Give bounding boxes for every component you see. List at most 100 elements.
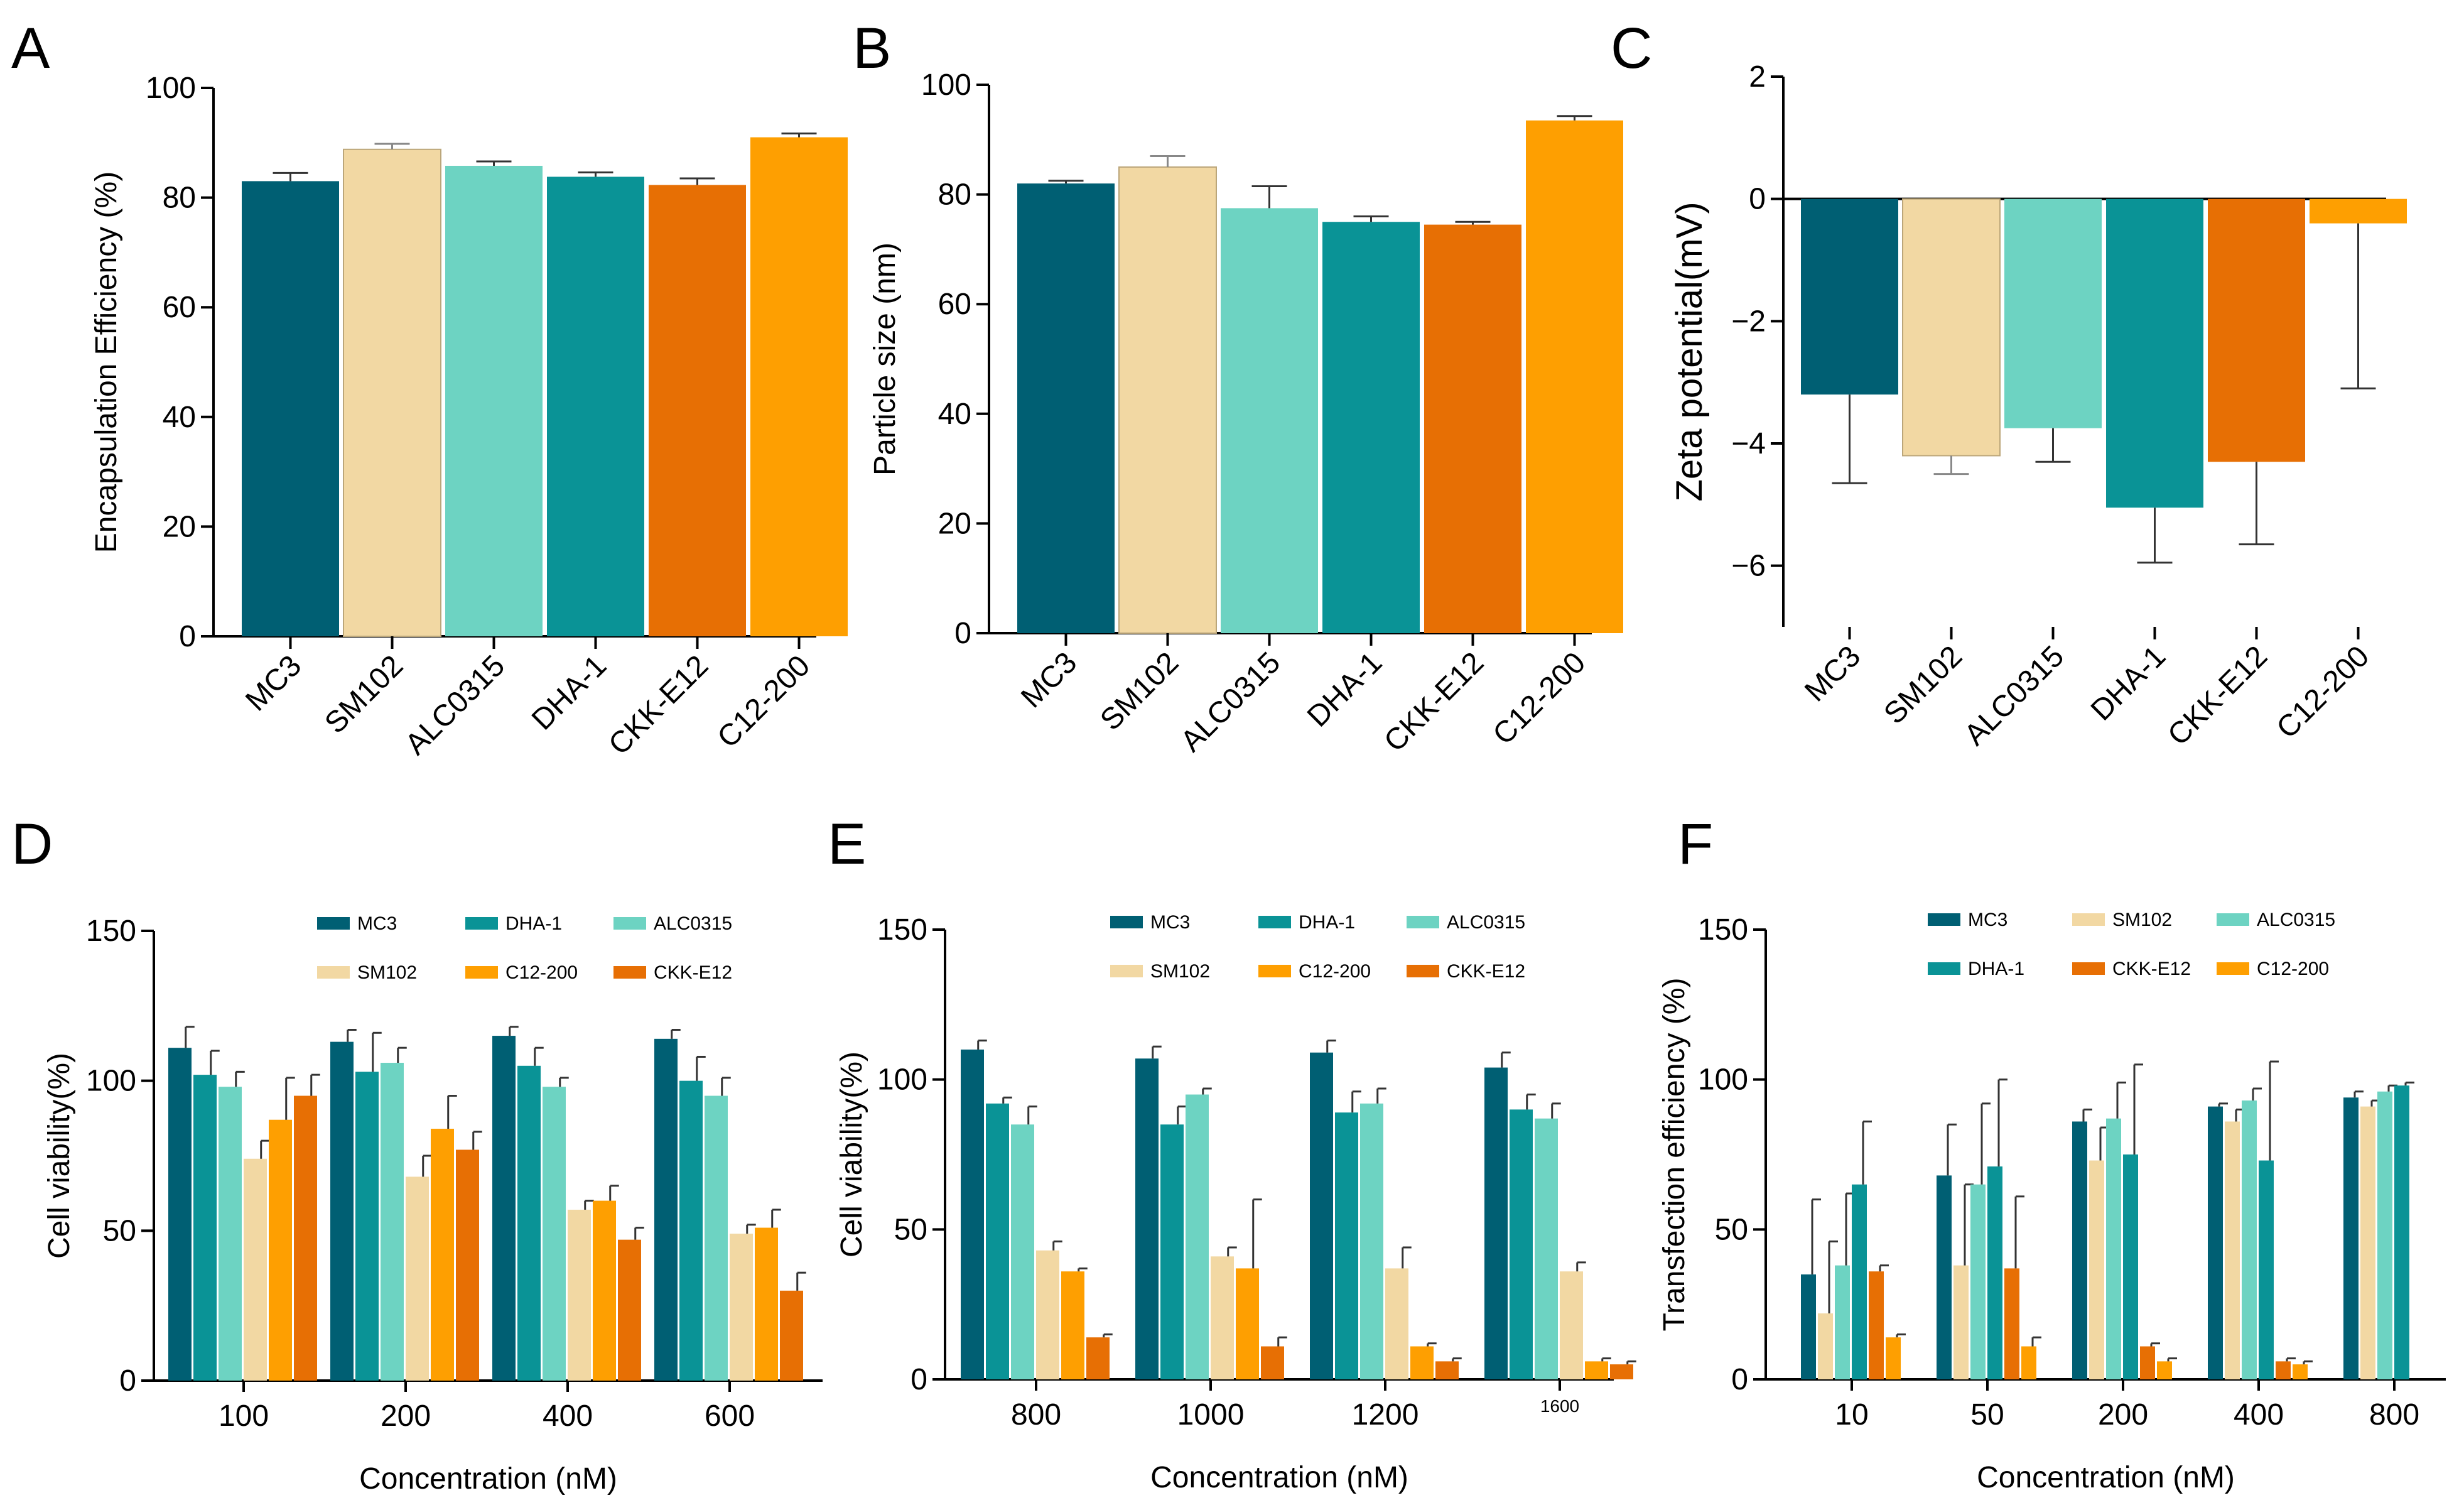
bar-sm102 — [2089, 1160, 2104, 1379]
chart-c-zeta-potential: −6 −4 −2 0 2 Zeta potential(mV) MC3 SM102ALC031… — [1669, 60, 2407, 752]
bar-dha-1 — [986, 1103, 1009, 1379]
legend-swatch-ckk-e12 — [2072, 962, 2105, 975]
y-tick-label: 0 — [119, 1364, 136, 1398]
bar-alc0315 — [381, 1063, 404, 1381]
x-category-label: C12-200 — [1487, 646, 1592, 751]
bar-alc0315 — [1360, 1103, 1383, 1379]
chart-b-particle-size: 0 20 40 60 80 100 Particle size (nm) MC3 SM102AL… — [868, 68, 1623, 758]
bar-ckk-e12 — [456, 1149, 479, 1381]
legend-label: ALC0315 — [654, 913, 732, 934]
bar-alc0315 — [1835, 1265, 1850, 1379]
bar-mc3 — [1801, 1274, 1816, 1379]
bar-c12-200 — [2021, 1346, 2036, 1379]
bar-dha-1 — [2259, 1160, 2274, 1379]
legend-label: CKK-E12 — [1447, 961, 1525, 982]
legend-label: MC3 — [1150, 912, 1190, 933]
bar-ckk-e12 — [1610, 1364, 1633, 1379]
panel-label-b: B — [853, 16, 891, 80]
y-tick-label: −2 — [1731, 305, 1766, 338]
y-tick-label: 50 — [103, 1214, 136, 1247]
bar-ckk-e12 — [2276, 1361, 2291, 1379]
legend-label: CKK-E12 — [2112, 959, 2191, 979]
bar-sm102 — [1211, 1256, 1234, 1379]
legend-label: CKK-E12 — [654, 962, 732, 983]
bar-mc3 — [168, 1048, 192, 1381]
legend-swatch-c12-200 — [465, 966, 498, 979]
panel-label-e: E — [828, 812, 866, 876]
bar-mc3 — [242, 181, 339, 636]
legend-swatch-sm102 — [1110, 965, 1143, 977]
legend-swatch-alc0315 — [1407, 916, 1439, 928]
panel-label-c: C — [1611, 16, 1652, 80]
legend-swatch-c12-200 — [1258, 965, 1291, 977]
legend-swatch-dha-1 — [1258, 916, 1291, 928]
x-category-label: CKK-E12 — [2161, 639, 2274, 752]
bar-sm102 — [1385, 1268, 1408, 1379]
y-tick-label: 150 — [86, 915, 136, 948]
bar-alc0315 — [705, 1095, 728, 1381]
x-category-label: DHA-1 — [526, 649, 613, 736]
y-tick-label: 60 — [938, 288, 971, 321]
legend-swatch-mc3 — [1110, 916, 1143, 928]
legend-label: ALC0315 — [1447, 912, 1525, 933]
legend-label: SM102 — [2112, 910, 2172, 930]
bar-alc0315 — [2242, 1100, 2257, 1379]
bar-alc0315 — [2004, 198, 2102, 428]
legend-label: DHA-1 — [1968, 959, 2024, 979]
x-category-label: C12-200 — [711, 649, 817, 754]
bar-sm102 — [730, 1234, 753, 1381]
bar-alc0315 — [445, 165, 543, 636]
bar-c12-200 — [431, 1129, 454, 1381]
y-tick-label: 0 — [179, 620, 196, 653]
x-category-label: 1000 — [1177, 1398, 1245, 1431]
legend-swatch-dha-1 — [465, 917, 498, 930]
x-category-label: 100 — [219, 1399, 269, 1433]
bar-ckk-e12 — [2208, 198, 2305, 462]
bar-mc3 — [2343, 1097, 2359, 1379]
y-tick-label: 100 — [921, 68, 971, 102]
x-category-label: DHA-1 — [2085, 639, 2172, 727]
y-tick-label: 2 — [1749, 60, 1766, 94]
bar-c12-200 — [2293, 1364, 2308, 1379]
y-tick-label: 50 — [1715, 1213, 1748, 1246]
bar-c12-200 — [2310, 198, 2407, 224]
x-axis-title: Concentration (nM) — [1150, 1461, 1408, 1494]
bar-sm102 — [1953, 1265, 1969, 1379]
bar-dha-1 — [2394, 1085, 2409, 1379]
y-axis-title: Zeta potential(mV) — [1669, 202, 1710, 501]
chart-d-cell-viability: 0 50 100 150 Cell viability(%) Concentration … — [43, 913, 823, 1496]
legend-swatch-dha-1 — [1928, 962, 1960, 975]
y-tick-label: 0 — [1749, 183, 1766, 216]
x-category-label: MC3 — [1798, 639, 1867, 708]
bar-mc3 — [961, 1049, 984, 1379]
bar-mc3 — [2208, 1106, 2223, 1379]
bar-mc3 — [1484, 1067, 1508, 1379]
bar-dha-1 — [517, 1065, 541, 1381]
x-category-label: 600 — [705, 1399, 755, 1433]
chart-a-encapsulation: 0 20 40 60 80 100 Encapsulation Efficiency (%)… — [90, 72, 848, 761]
legend-label: C12-200 — [2257, 959, 2329, 979]
y-tick-label: 60 — [163, 291, 196, 324]
bar-ckk-e12 — [618, 1239, 641, 1381]
bar-alc0315 — [1011, 1124, 1034, 1379]
bar-sm102 — [2360, 1106, 2375, 1379]
panel-label-f: F — [1678, 812, 1713, 876]
bar-c12-200 — [2157, 1361, 2172, 1379]
bar-sm102 — [406, 1176, 429, 1381]
legend-label: DHA-1 — [505, 913, 562, 934]
legend-swatch-ckk-e12 — [613, 966, 646, 979]
x-category-label: 800 — [1011, 1398, 1061, 1431]
bar-ckk-e12 — [1086, 1337, 1110, 1379]
bar-ckk-e12 — [1869, 1271, 1884, 1379]
legend-label: SM102 — [1150, 961, 1210, 982]
bar-ckk-e12 — [649, 185, 746, 636]
bar-dha-1 — [1335, 1112, 1358, 1379]
x-category-label: 10 — [1835, 1398, 1868, 1431]
chart-e-cell-viability: 0 50 100 150 Cell viability(%) Concentration … — [835, 912, 1636, 1494]
legend-swatch-c12-200 — [2217, 962, 2249, 975]
x-category-label: 400 — [543, 1399, 593, 1433]
x-category-label: 50 — [1970, 1398, 2004, 1431]
bar-alc0315 — [1186, 1094, 1209, 1379]
